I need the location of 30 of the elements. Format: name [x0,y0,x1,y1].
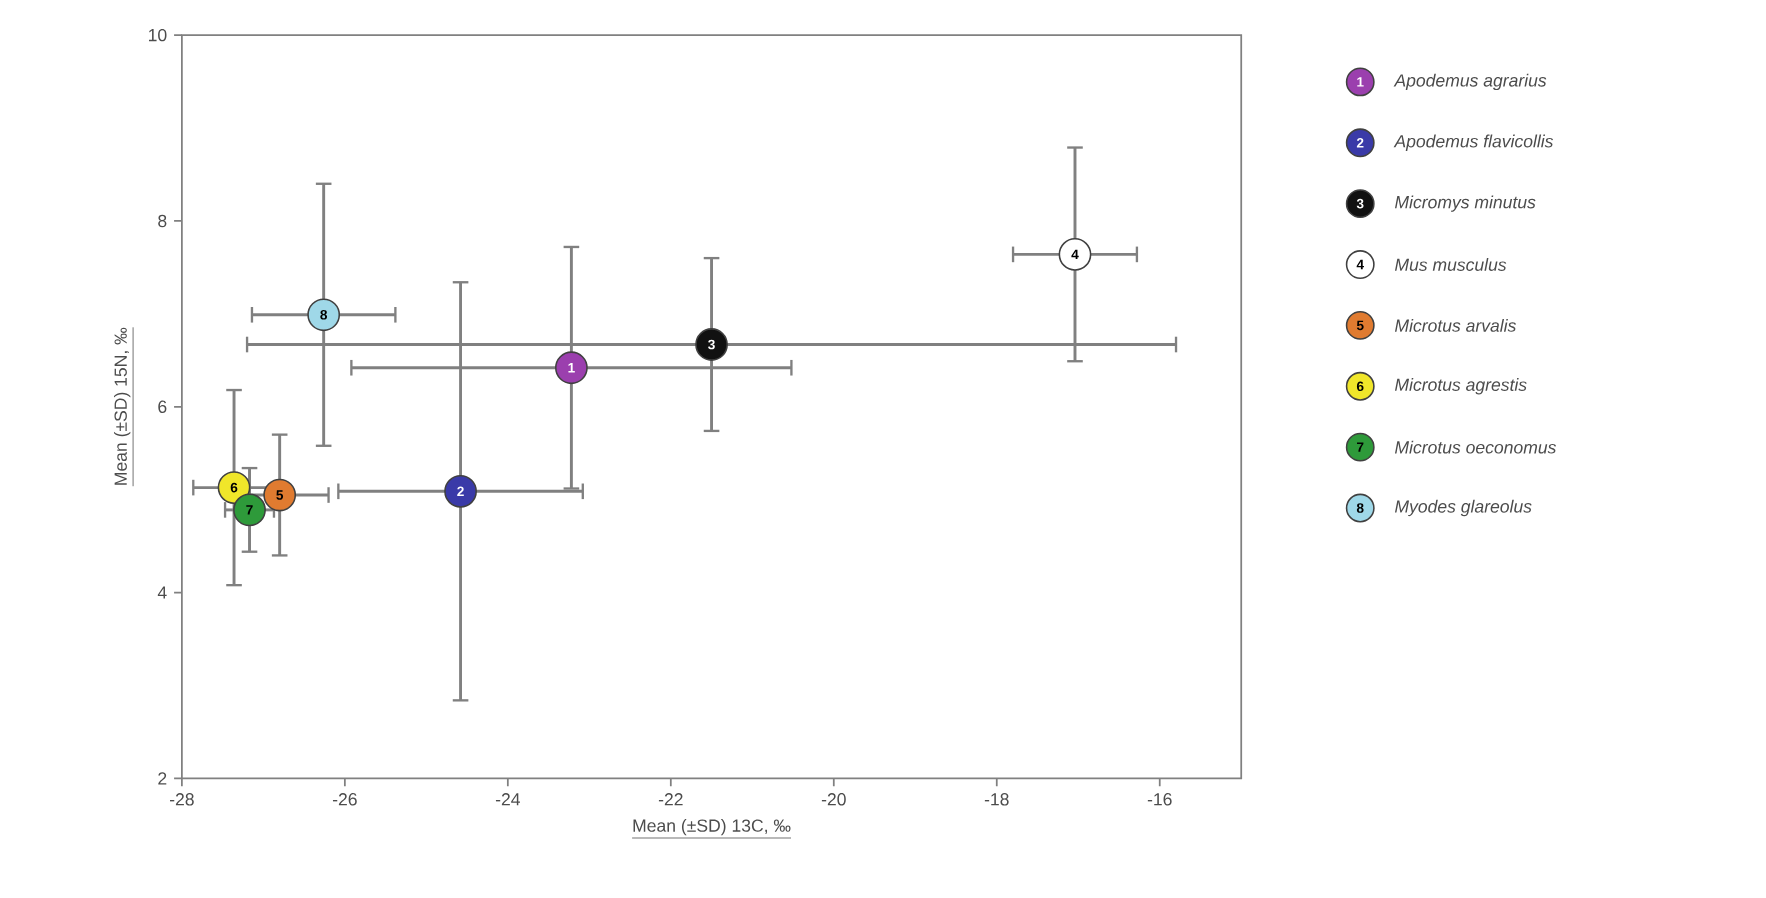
legend-label: Micromys minutus [1394,195,1536,213]
y-tick-label: 8 [158,215,167,228]
legend-label: Myodes glareolus [1394,500,1532,517]
legend-label: Microtus oeconomus [1394,440,1557,454]
x-tick-label: -18 [984,793,1009,806]
x-tick-label: -28 [169,793,194,806]
y-tick-label: 2 [158,772,167,785]
point [695,328,728,362]
point [444,475,477,508]
legend-label: Mus musculus [1394,258,1507,272]
y-axis-title: Mean (±SD) 15N, ‰ [114,328,131,486]
x-tick-label: -26 [332,793,357,806]
legend-label: Microtus agrestis [1394,378,1527,395]
point [217,471,251,505]
point [1058,238,1092,272]
x-axis-title: Mean (±SD) 13C, ‰ [633,819,791,836]
point [233,493,266,527]
x-tick-label: -20 [821,793,846,806]
x-tick-label: -22 [658,793,683,806]
x-tick-label: -24 [495,793,520,806]
legend-label: Apodemus agrarius [1393,74,1547,91]
legend-label: Apodemus flavicollis [1393,134,1554,152]
y-tick-label: 6 [158,400,167,414]
legend-label: Microtus arvalis [1394,319,1516,333]
point [263,478,297,512]
y-tick-label: 10 [149,29,167,42]
point [307,298,341,332]
y-tick-label: 4 [157,586,167,599]
point [555,351,588,385]
x-tick-label: -16 [1147,793,1172,806]
